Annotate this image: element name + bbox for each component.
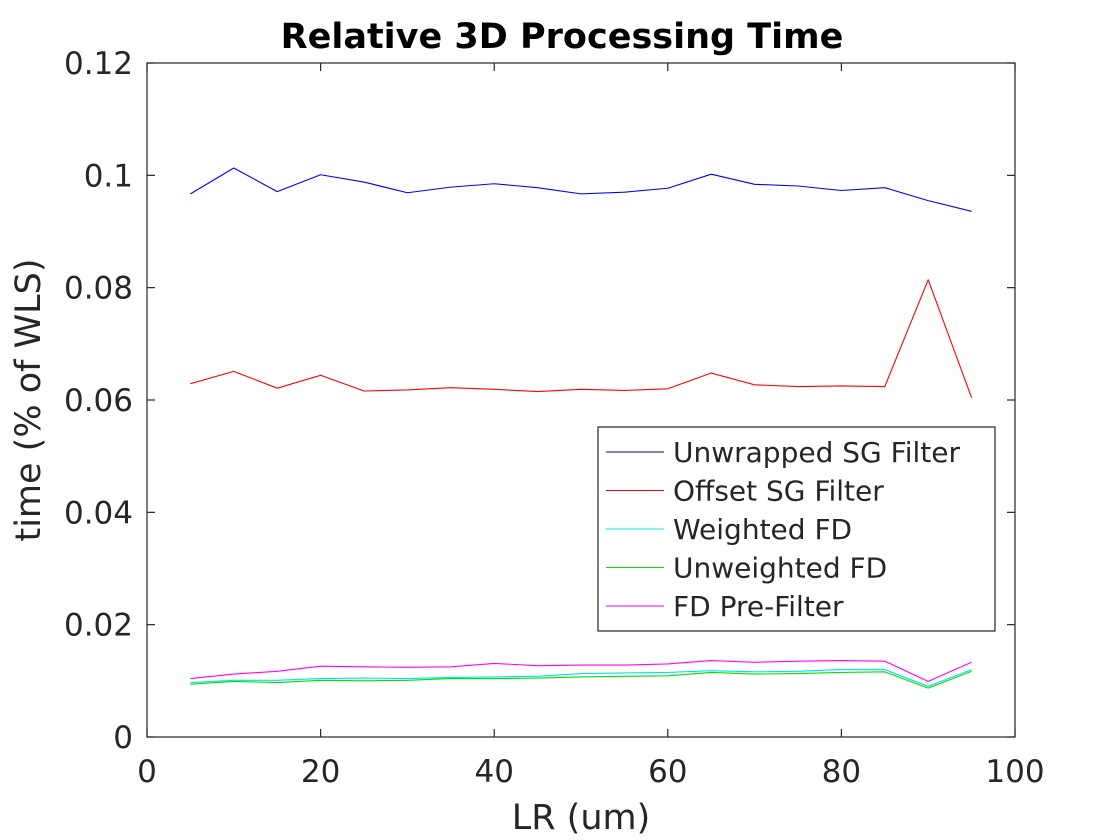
plot-area (147, 63, 1015, 737)
legend-box (597, 426, 996, 632)
x-tick-label: 60 (648, 754, 687, 790)
series-line-fd-pre-filter (190, 660, 972, 682)
y-tick-label: 0.04 (64, 495, 133, 531)
legend: Unwrapped SG Filter Offset SG Filter Weigh… (597, 426, 996, 632)
y-tick-label: 0.06 (64, 383, 133, 419)
x-tick-label: 0 (137, 754, 157, 790)
y-tick-label: 0.1 (84, 158, 133, 194)
x-tick-label: 100 (985, 754, 1044, 790)
y-axis-label: time (% of WLS) (9, 258, 49, 541)
series-line-unwrapped-sg-filter (190, 167, 972, 212)
chart-title: Relative 3D Processing Time (281, 17, 844, 57)
series-line-offset-sg-filter (190, 279, 973, 398)
x-tick-label: 40 (474, 754, 513, 790)
x-tick-label: 80 (822, 754, 861, 790)
x-tick-label: 20 (301, 754, 340, 790)
y-tick-label: 0 (113, 720, 133, 756)
y-tick-label: 0.12 (64, 46, 133, 82)
series-lines (190, 167, 973, 689)
legend-label-unwrapped-sg-filter: Unwrapped SG Filter (673, 436, 960, 469)
y-tick-label: 0.08 (64, 271, 133, 307)
y-tick-label: 0.02 (64, 608, 133, 644)
x-tick-labels: 0 20 40 60 80 100 (137, 754, 1044, 790)
legend-label-unweighted-fd: Unweighted FD (673, 552, 887, 585)
plot-frame (146, 62, 1016, 738)
legend-items: Unwrapped SG Filter Offset SG Filter Weigh… (606, 436, 960, 623)
x-axis-label: LR (um) (512, 798, 651, 838)
series-line-weighted-fd (190, 669, 972, 688)
legend-label-offset-sg-filter: Offset SG Filter (673, 475, 884, 508)
y-tick-labels: 0 0.02 0.04 0.06 0.08 0.1 0.12 (64, 46, 133, 756)
legend-label-fd-pre-filter: FD Pre-Filter (673, 590, 844, 623)
legend-label-weighted-fd: Weighted FD (673, 513, 852, 546)
series-line-unweighted-fd (190, 670, 972, 689)
